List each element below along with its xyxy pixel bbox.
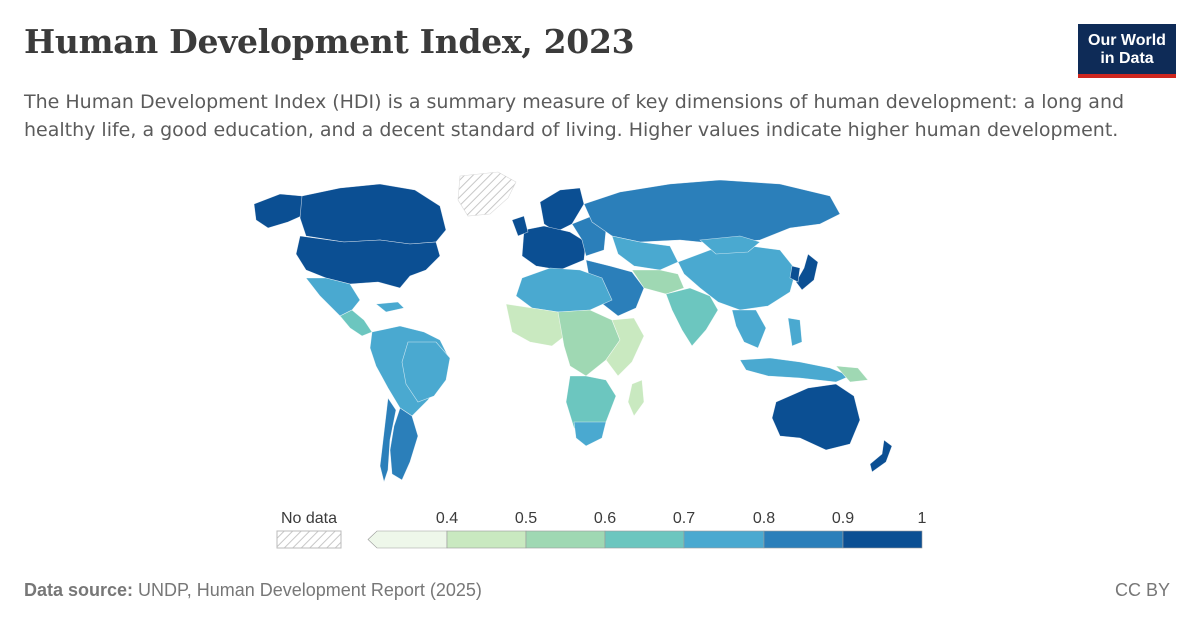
logo-line-1: Our World bbox=[1088, 32, 1166, 49]
legend-bin-swatch bbox=[446, 530, 527, 549]
country-alaska[interactable] bbox=[253, 193, 307, 229]
region-west-africa[interactable] bbox=[505, 303, 571, 347]
no-data-swatch bbox=[276, 530, 342, 549]
country-madagascar[interactable] bbox=[627, 379, 645, 417]
country-russia[interactable] bbox=[583, 179, 841, 245]
owid-logo[interactable]: Our World in Data bbox=[1078, 24, 1176, 78]
region-caribbean[interactable] bbox=[375, 301, 405, 313]
region-indonesia[interactable] bbox=[739, 357, 851, 383]
legend-tick-label: 0.5 bbox=[515, 510, 537, 527]
license-link[interactable]: CC BY bbox=[1114, 580, 1170, 600]
country-philippines[interactable] bbox=[787, 317, 803, 347]
legend-tick-label: 0.4 bbox=[436, 510, 458, 527]
country-chile[interactable] bbox=[379, 397, 397, 484]
region-central-america[interactable] bbox=[339, 309, 373, 337]
country-usa[interactable] bbox=[295, 235, 441, 289]
country-south-africa[interactable] bbox=[573, 421, 607, 447]
data-source: Data source: UNDP, Human Development Rep… bbox=[24, 580, 482, 601]
country-canada[interactable] bbox=[299, 183, 447, 245]
legend-tick-label: 0.9 bbox=[832, 510, 854, 527]
country-new-zealand[interactable] bbox=[869, 439, 893, 473]
region-southeast-asia[interactable] bbox=[731, 309, 767, 349]
logo-line-2: in Data bbox=[1100, 50, 1154, 67]
legend-bin-swatch bbox=[525, 530, 606, 549]
world-map[interactable] bbox=[240, 170, 920, 500]
legend-bin-swatch bbox=[683, 530, 765, 549]
region-greenland[interactable] bbox=[457, 171, 517, 217]
country-mongolia[interactable] bbox=[699, 235, 761, 255]
country-japan[interactable] bbox=[795, 253, 819, 291]
legend-tick-label: 0.8 bbox=[753, 510, 775, 527]
data-source-text: UNDP, Human Development Report (2025) bbox=[133, 580, 482, 600]
chart-title: Human Development Index, 2023 bbox=[24, 22, 635, 61]
legend-tick-label: 0.6 bbox=[594, 510, 616, 527]
legend-bin-swatch bbox=[763, 530, 844, 549]
country-brazil[interactable] bbox=[401, 341, 451, 403]
chart-subtitle: The Human Development Index (HDI) is a s… bbox=[24, 91, 1125, 141]
region-central-asia[interactable] bbox=[611, 235, 679, 271]
country-korea[interactable] bbox=[789, 265, 801, 283]
region-east-africa[interactable] bbox=[605, 317, 645, 377]
legend-bin-swatch bbox=[604, 530, 685, 549]
region-iran-afghanistan[interactable] bbox=[631, 269, 685, 295]
region-north-africa[interactable] bbox=[515, 267, 613, 313]
region-scandinavia[interactable] bbox=[539, 187, 585, 233]
legend-tick-label: 0.7 bbox=[673, 510, 695, 527]
data-source-label: Data source: bbox=[24, 580, 134, 600]
legend-arrow-swatch bbox=[367, 530, 448, 549]
legend-no-data-label: No data bbox=[281, 510, 337, 527]
region-western-europe[interactable] bbox=[521, 225, 587, 271]
country-argentina[interactable] bbox=[389, 407, 419, 481]
legend-bin-swatch bbox=[842, 530, 923, 549]
country-australia[interactable] bbox=[771, 383, 861, 451]
region-uk-ireland[interactable] bbox=[511, 215, 529, 237]
country-papua-new-guinea[interactable] bbox=[835, 365, 869, 383]
legend-tick-label: 1 bbox=[918, 510, 927, 527]
country-india[interactable] bbox=[665, 287, 719, 347]
